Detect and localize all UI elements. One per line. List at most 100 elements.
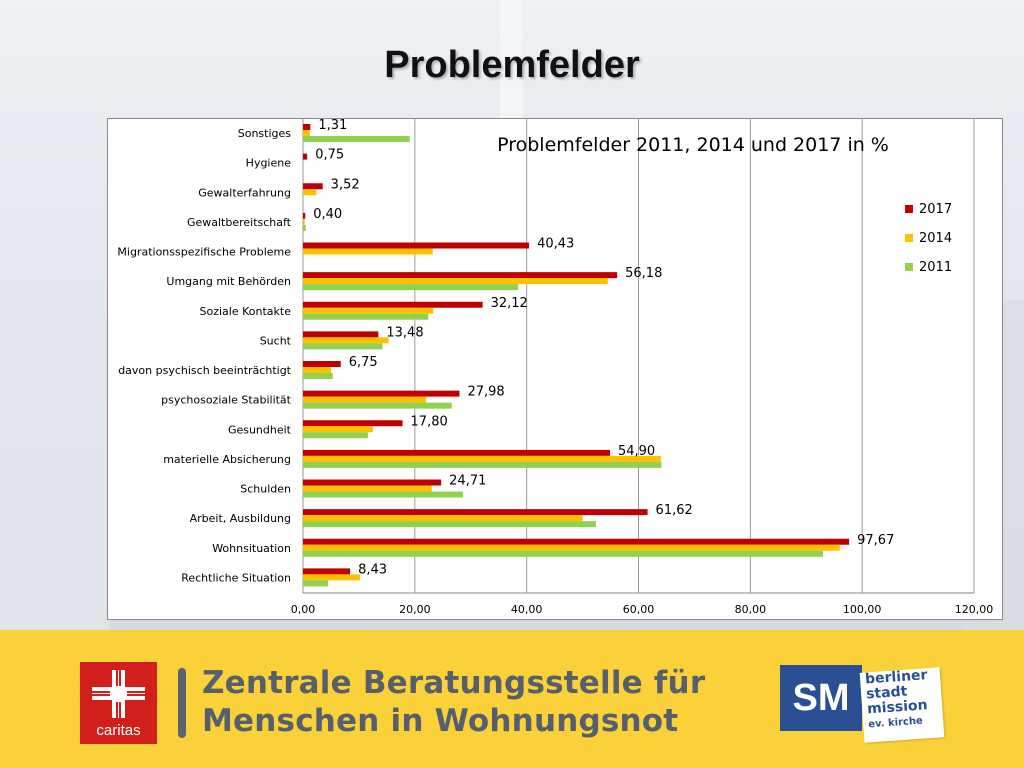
bar-2017 [303,212,306,219]
category-label: Umgang mit Behörden [166,275,291,288]
bar-2014 [303,248,433,255]
stadtmission-card: berliner stadt mission ev. kirche [859,667,945,743]
legend-swatch-2011 [905,263,913,271]
category-label: Gesundheit [228,423,292,436]
category-label: Arbeit, Ausbildung [190,512,291,525]
data-label: 24,71 [449,474,486,489]
caritas-cross-icon [92,670,145,718]
bar-2011 [303,580,329,587]
category-label: Soziale Kontakte [200,305,292,318]
bar-2011 [303,521,597,528]
category-label: Rechtliche Situation [181,571,291,584]
x-tick-label: 120,00 [955,603,994,616]
category-label: Gewalterfahrung [198,186,291,199]
bar-2017 [303,301,483,308]
bar-2011 [303,284,519,291]
bar-2011 [303,491,463,498]
x-tick-label: 100,00 [843,603,882,616]
legend-label: 2011 [919,260,952,275]
caritas-label: caritas [96,722,141,739]
footer-divider [178,668,186,738]
bar-2017 [303,242,530,249]
caritas-logo: caritas [80,662,157,744]
bar-2011 [303,313,429,320]
data-label: 13,48 [386,325,423,340]
bar-2017 [303,568,351,575]
data-label: 17,80 [411,414,448,429]
bar-2014 [303,278,608,285]
bar-2011 [303,343,383,350]
bar-2014 [303,455,661,462]
chart-container: 0,00 20,00 40,00 60,00 80,00 100,00 120,00 Prob… [107,118,1003,620]
category-label: Sonstiges [238,127,292,140]
category-label: Migrationsspezifische Probleme [117,246,291,259]
bar-2014 [303,574,361,581]
slide-title: Problemfelder [384,44,640,86]
x-tick-label: 60,00 [623,603,655,616]
data-label: 0,40 [313,207,342,222]
bar-2017 [303,153,308,160]
bar-2014 [303,426,373,433]
bar-2014 [303,367,331,373]
category-label: psychosoziale Stabilität [161,394,292,407]
bar-2017 [303,449,610,456]
data-label: 27,98 [467,385,504,400]
data-label: 97,67 [857,533,894,548]
legend-label: 2014 [919,231,952,246]
bar-2011 [303,136,410,142]
bar-2011 [303,550,824,557]
data-label: 8,43 [358,562,387,577]
chart-title: Problemfelder 2011, 2014 und 2017 in % [497,134,889,156]
data-label: 40,43 [537,237,574,252]
data-label: 61,62 [656,503,693,518]
bar-2011 [303,373,333,379]
data-label: 56,18 [625,266,662,281]
bar-2014 [303,515,583,522]
data-label: 1,31 [318,119,347,133]
legend-swatch-2017 [905,205,913,213]
bar-2017 [303,538,850,545]
legend-swatch-2014 [905,234,913,242]
bar-2014 [303,218,305,225]
bar-2014 [303,189,317,196]
category-label: Gewaltbereitschaft [187,216,292,229]
bar-2017 [303,361,341,367]
bar-2017 [303,390,460,397]
bar-2014 [303,485,432,492]
bar-2014 [303,396,427,403]
category-label: davon psychisch beeinträchtigt [118,364,291,377]
bar-2017 [303,272,618,279]
bar-2017 [303,420,403,427]
data-label: 0,75 [315,148,344,163]
sm-logo: SM [780,665,862,731]
category-label: materielle Absicherung [163,453,291,466]
bar-2014 [303,307,434,314]
category-label: Sucht [260,334,292,347]
x-tick-label: 20,00 [399,603,431,616]
bar-2014 [303,130,310,136]
background-building-left [0,290,110,630]
bar-2014 [303,337,389,344]
bar-2011 [303,402,452,409]
bar-2017 [303,479,442,486]
bar-2014 [303,544,840,551]
x-tick-label: 40,00 [511,603,542,616]
data-label: 6,75 [349,355,378,370]
legend-label: 2017 [919,202,952,217]
category-label: Schulden [240,483,291,496]
banner-line-2: Menschen in Wohnungsnot [202,703,679,739]
bar-2011 [303,432,368,439]
bar-2017 [303,124,311,130]
category-label: Wohnsituation [212,542,291,555]
data-label: 54,90 [618,444,655,459]
bar-2017 [303,509,648,516]
data-label: 32,12 [491,296,528,311]
bar-2011 [303,224,306,231]
background-tower [500,0,522,120]
bar-2017 [303,183,323,190]
data-label: 3,52 [331,177,360,192]
bar-2017 [303,331,379,338]
bar-2011 [303,461,662,468]
x-tick-label: 0,00 [291,603,316,616]
footer-banner: Zentrale Beratungsstelle für Menschen in… [202,664,705,740]
